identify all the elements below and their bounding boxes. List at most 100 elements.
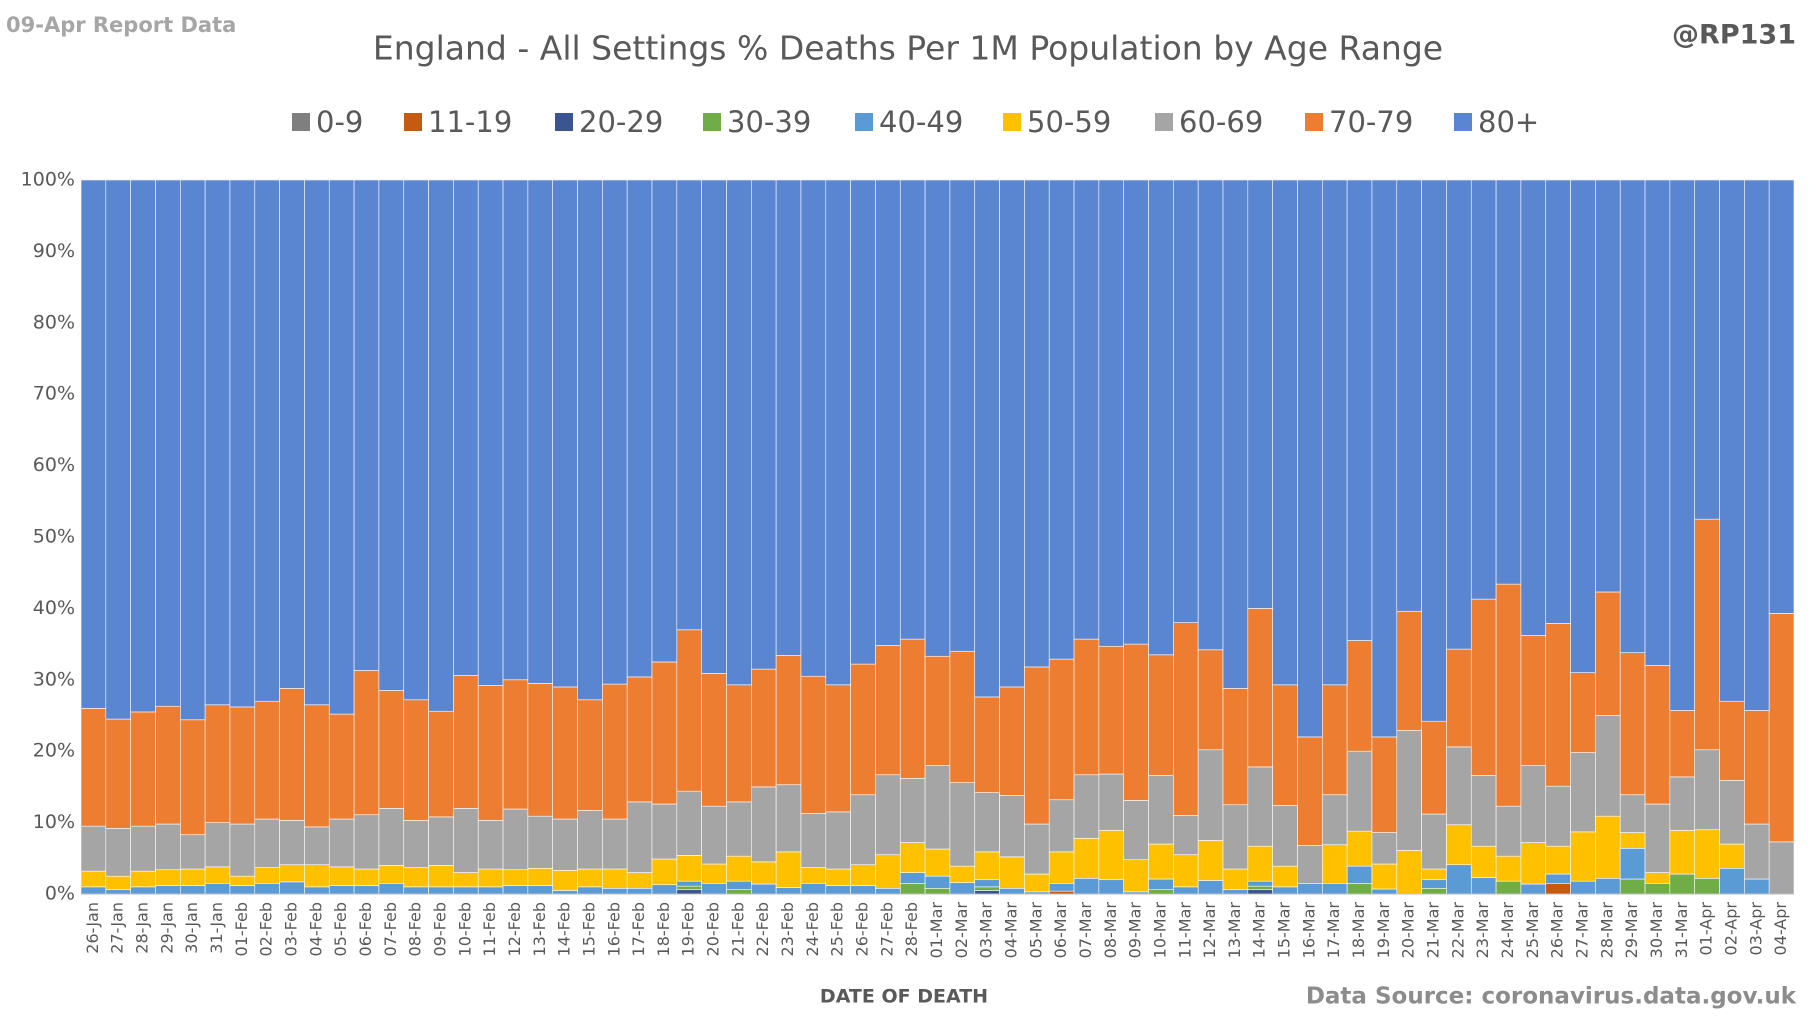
- bar-segment: [924, 848, 951, 877]
- bar-segment: [1545, 785, 1571, 847]
- bar-segment: [1694, 829, 1720, 879]
- bar-segment: [1024, 666, 1050, 825]
- bar-segment: [229, 179, 256, 708]
- x-tick-label: 04-Mar: [1001, 902, 1020, 959]
- bar-segment: [726, 855, 752, 882]
- bar-segment: [1272, 886, 1298, 895]
- bar-segment: [676, 855, 702, 882]
- x-tick-label: 01-Mar: [927, 902, 946, 959]
- bar-segment: [428, 816, 454, 866]
- bar-segment: [1694, 518, 1720, 751]
- chart-title: England - All Settings % Deaths Per 1M P…: [373, 29, 1443, 68]
- y-tick-label: 50%: [33, 526, 75, 548]
- legend-label: 60-69: [1179, 105, 1263, 139]
- bar-segment: [1024, 179, 1050, 668]
- bar-segment: [428, 710, 454, 818]
- bar-segment: [1669, 179, 1695, 711]
- bar-segment: [105, 875, 131, 891]
- legend-label: 80+: [1478, 105, 1539, 139]
- bar-segment: [1396, 179, 1422, 612]
- bar-segment: [254, 818, 280, 868]
- x-tick-label: 10-Feb: [455, 902, 474, 956]
- bar-segment: [1470, 775, 1497, 847]
- bar-segment: [825, 885, 851, 895]
- bar-segment: [775, 851, 802, 888]
- y-tick-label: 40%: [33, 597, 75, 619]
- bar-segment: [577, 699, 603, 811]
- bar-segment: [552, 179, 578, 688]
- bar-segment: [130, 179, 156, 713]
- bar-segment: [1744, 823, 1770, 880]
- bar-segment: [1570, 672, 1596, 753]
- bar-segment: [626, 801, 653, 873]
- bar-segment: [850, 794, 876, 866]
- x-tick-label: 15-Mar: [1275, 902, 1294, 959]
- x-tick-label: 28-Jan: [133, 902, 152, 954]
- bar-segment: [453, 886, 479, 895]
- bar-segment: [229, 823, 256, 877]
- bar-segment: [1768, 179, 1795, 614]
- bar-segment: [1570, 880, 1596, 895]
- bar-segment: [651, 179, 678, 663]
- bar-segment: [999, 856, 1025, 889]
- bar-segment: [1694, 749, 1720, 831]
- bar-segment: [105, 179, 131, 720]
- bar-segment: [1123, 179, 1149, 645]
- bar-segment: [1644, 665, 1671, 805]
- bar-segment: [825, 684, 851, 813]
- bar-segment: [800, 179, 827, 677]
- bar-segment: [527, 683, 553, 817]
- x-tick-label: 10-Mar: [1150, 902, 1169, 959]
- bar-segment: [1570, 752, 1596, 833]
- bar-segment: [701, 863, 727, 884]
- bar-segment: [304, 864, 330, 888]
- bar-segment: [701, 179, 727, 674]
- bar-segment: [1148, 889, 1174, 895]
- bar-segment: [1644, 882, 1671, 895]
- x-tick-label: 12-Mar: [1200, 902, 1219, 959]
- bar-segment: [1371, 179, 1398, 738]
- bar-segment: [80, 708, 107, 827]
- y-tick-label: 60%: [33, 454, 75, 476]
- bar-segment: [602, 868, 628, 889]
- bar-segment: [676, 880, 702, 887]
- bar-segment: [602, 683, 628, 820]
- x-tick-label: 15-Feb: [579, 902, 598, 956]
- bar-segment: [1173, 886, 1199, 895]
- bar-segment: [1173, 815, 1199, 856]
- bar-segment: [1272, 865, 1298, 888]
- x-tick-label: 24-Mar: [1498, 902, 1517, 959]
- bar-segment: [1272, 179, 1298, 686]
- bar-segment: [1148, 878, 1174, 891]
- bar-segment: [155, 705, 181, 825]
- bar-segment: [1520, 842, 1547, 885]
- legend-swatch: [555, 113, 573, 131]
- bar-segment: [1371, 888, 1398, 895]
- legend-swatch: [1454, 113, 1472, 131]
- bar-segment: [1396, 610, 1422, 731]
- bar-segment: [1470, 877, 1497, 895]
- bar-segment: [105, 889, 131, 895]
- bar-segment: [1744, 710, 1770, 825]
- bar-segment: [726, 179, 752, 686]
- bar-segment: [899, 638, 926, 779]
- bar-segment: [502, 808, 529, 871]
- bar-segment: [254, 882, 280, 895]
- bar-segment: [353, 885, 380, 895]
- x-tick-label: 29-Jan: [157, 902, 176, 954]
- bar-segment: [1272, 805, 1298, 867]
- bar-segment: [1297, 882, 1323, 895]
- bar-segment: [1148, 179, 1174, 656]
- x-tick-label: 16-Mar: [1299, 902, 1318, 959]
- bar-segment: [1619, 179, 1646, 653]
- y-tick-label: 80%: [33, 311, 75, 333]
- y-tick-label: 90%: [33, 240, 75, 262]
- bar-segment: [1322, 684, 1348, 796]
- bar-segment: [80, 870, 107, 888]
- legend-label: 50-59: [1027, 105, 1111, 139]
- bar-segment: [800, 867, 827, 884]
- x-tick-label: 17-Feb: [629, 902, 648, 956]
- x-tick-label: 22-Mar: [1448, 902, 1467, 959]
- bar-segment: [626, 872, 653, 889]
- bar-segment: [304, 704, 330, 828]
